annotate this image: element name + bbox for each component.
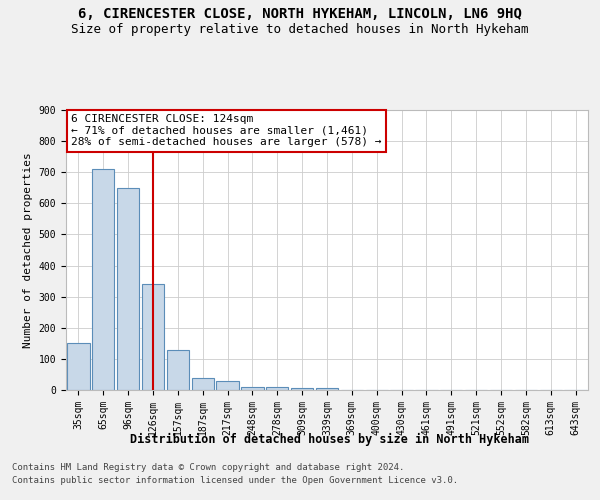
Bar bbox=[241, 387, 263, 390]
Y-axis label: Number of detached properties: Number of detached properties bbox=[23, 152, 33, 348]
Text: Contains HM Land Registry data © Crown copyright and database right 2024.: Contains HM Land Registry data © Crown c… bbox=[12, 464, 404, 472]
Bar bbox=[217, 380, 239, 390]
Bar bbox=[316, 388, 338, 390]
Bar bbox=[92, 169, 115, 390]
Bar bbox=[291, 388, 313, 390]
Bar bbox=[117, 188, 139, 390]
Bar bbox=[67, 344, 89, 390]
Text: Distribution of detached houses by size in North Hykeham: Distribution of detached houses by size … bbox=[131, 432, 530, 446]
Text: 6, CIRENCESTER CLOSE, NORTH HYKEHAM, LINCOLN, LN6 9HQ: 6, CIRENCESTER CLOSE, NORTH HYKEHAM, LIN… bbox=[78, 8, 522, 22]
Text: 6 CIRENCESTER CLOSE: 124sqm
← 71% of detached houses are smaller (1,461)
28% of : 6 CIRENCESTER CLOSE: 124sqm ← 71% of det… bbox=[71, 114, 382, 148]
Text: Contains public sector information licensed under the Open Government Licence v3: Contains public sector information licen… bbox=[12, 476, 458, 485]
Text: Size of property relative to detached houses in North Hykeham: Size of property relative to detached ho… bbox=[71, 22, 529, 36]
Bar bbox=[191, 378, 214, 390]
Bar bbox=[142, 284, 164, 390]
Bar bbox=[266, 387, 289, 390]
Bar bbox=[167, 350, 189, 390]
